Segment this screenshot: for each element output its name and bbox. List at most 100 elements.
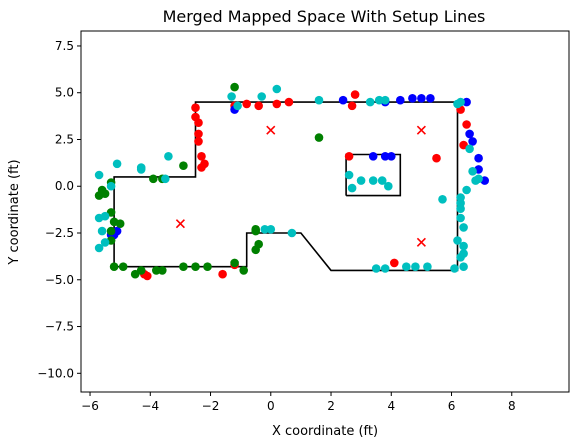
data-point-cyan [112,159,122,169]
data-point-cyan [450,264,459,273]
chart-title: Merged Mapped Space With Setup Lines [163,7,486,26]
data-point-cyan [94,243,104,253]
data-point-cyan [468,167,477,176]
data-point-cyan [456,213,465,223]
data-point-cyan [384,181,393,191]
data-point-cyan [438,195,447,204]
x-tick-label: 2 [327,399,335,413]
data-point-green [106,226,116,236]
data-point-cyan [453,236,462,245]
x-marker [416,237,426,247]
data-point-cyan [456,204,465,213]
data-point-blue [387,152,396,161]
y-axis-label: Y coordinate (ft) [7,159,22,265]
data-point-green [136,266,146,275]
data-point-blue [417,94,426,103]
data-point-cyan [94,170,104,180]
x-axis-label: X coordinate (ft) [272,424,378,439]
data-point-cyan [136,165,146,174]
data-point-red [350,90,360,99]
x-tick-label: −6 [81,399,99,413]
data-point-red [242,99,251,109]
x-tick-label: 4 [387,399,395,413]
data-point-cyan [161,174,170,184]
data-point-green [118,262,128,272]
data-point-red [344,152,354,161]
x-tick-label: −4 [141,399,159,413]
y-tick-label: −5.0 [45,273,74,287]
data-point-cyan [227,92,236,101]
data-point-cyan [453,99,462,109]
y-tick-label: 2.5 [55,132,74,146]
data-point-red [432,153,441,163]
data-point-blue [380,152,390,161]
data-point-cyan [257,92,267,101]
x-marker [175,219,185,229]
data-point-green [149,174,158,184]
x-tick-label: −2 [202,399,220,413]
data-point-cyan [100,238,110,247]
data-point-cyan [374,95,384,105]
data-point-green [109,262,119,272]
data-point-red [347,101,357,111]
data-point-green [115,219,125,228]
y-tick-label: −7.5 [45,320,74,334]
data-point-cyan [377,176,387,185]
data-point-red [218,269,227,279]
data-point-blue [426,94,435,103]
data-point-cyan [106,181,116,191]
data-point-red [197,152,206,161]
data-point-red [200,159,209,169]
data-point-cyan [94,213,104,223]
data-point-cyan [314,95,324,105]
data-point-cyan [344,170,354,180]
data-point-green [251,245,260,255]
data-point-green [314,133,324,142]
data-point-green [251,225,260,234]
data-point-cyan [97,226,107,236]
data-point-blue [368,152,378,161]
setup-line-outline [113,101,459,272]
data-point-blue [408,94,417,103]
data-point-green [230,82,239,92]
plot-area: −6 −4 −2 0 2 4 6 8 7.5 5.0 2.5 0.0 −2.5 −5.0 −7.5 −10.0 [37,30,570,413]
data-point-green [179,262,188,272]
data-point-red [390,258,399,268]
x-tick-label: 6 [448,399,456,413]
data-point-cyan [380,95,390,105]
x-tick-label: 0 [267,399,275,413]
data-point-cyan [260,225,270,234]
data-point-green [94,191,104,200]
data-point-green [203,262,212,272]
data-point-cyan [474,174,483,184]
data-point-cyan [465,144,474,154]
data-point-red [462,120,471,129]
data-point-cyan [356,176,366,185]
data-point-red [194,137,203,146]
data-point-cyan [233,101,242,111]
data-point-cyan [164,152,173,161]
data-point-green [239,266,248,275]
data-point-green [230,258,239,268]
data-point-cyan [347,183,357,193]
data-point-cyan [371,264,381,273]
data-point-cyan [423,262,432,272]
y-tick-label: −2.5 [45,226,74,240]
data-point-green [152,266,161,275]
data-point-blue [465,129,474,139]
x-marker [266,125,276,135]
data-point-red [194,129,203,139]
y-tick-label: 7.5 [55,39,74,53]
data-point-red [191,103,200,112]
data-point-red [272,99,282,109]
data-point-blue [396,95,405,105]
data-point-cyan [456,252,465,262]
x-marker [416,125,426,135]
data-point-green [191,262,200,272]
y-tick-label: 5.0 [55,86,74,100]
data-point-blue [474,153,483,163]
data-point-green [158,266,167,275]
data-point-cyan [380,264,390,273]
y-tick-label: −10.0 [37,366,74,380]
